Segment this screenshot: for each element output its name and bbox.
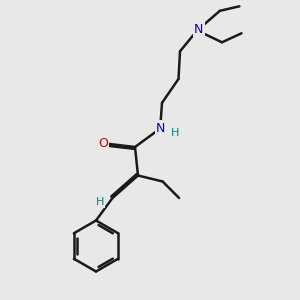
Text: O: O [98,137,108,150]
Text: H: H [96,196,104,207]
Text: N: N [156,122,165,135]
Text: N: N [194,23,203,36]
Text: H: H [171,128,179,138]
